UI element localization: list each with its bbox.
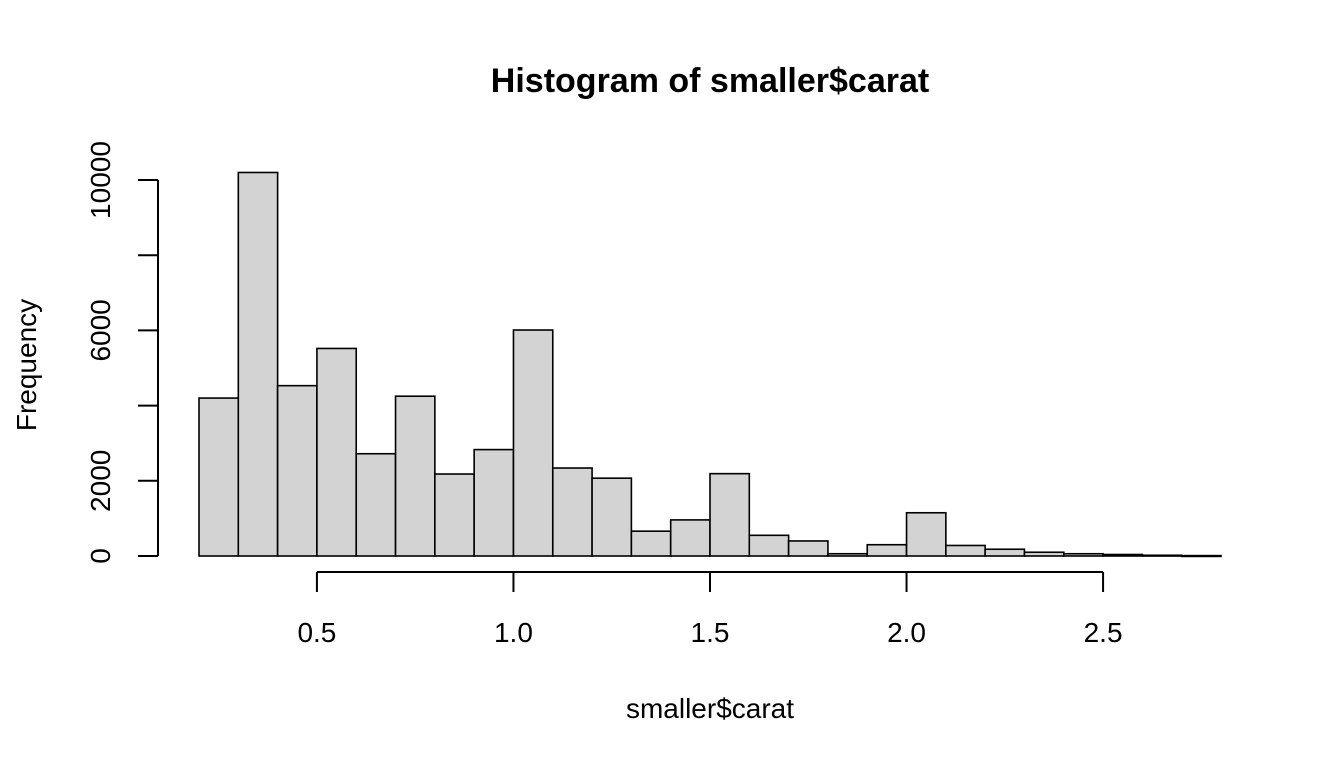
histogram-bar-17 — [866, 543, 908, 557]
histogram-bar-2 — [276, 384, 318, 557]
histogram-bar-15 — [787, 540, 829, 557]
histogram-bar-11 — [630, 530, 672, 557]
x-tick-label-3: 2.0 — [887, 617, 926, 648]
histogram-bar-7 — [473, 448, 515, 557]
histogram-bar-10 — [591, 477, 633, 557]
y-tick-label-1: 2000 — [85, 450, 116, 512]
histogram-bar-1 — [237, 171, 279, 557]
y-axis-label: Frequency — [11, 299, 42, 431]
histogram-bar-19 — [945, 544, 986, 557]
x-tick-label-4: 2.5 — [1084, 617, 1123, 648]
histogram-bar-23 — [1102, 553, 1144, 557]
histogram-bar-22 — [1062, 552, 1104, 557]
y-tick-label-0: 0 — [85, 548, 116, 564]
x-axis-label: smaller$carat — [626, 693, 794, 724]
y-axis: 0 2000 6000 10000 — [85, 141, 159, 564]
histogram-bar-5 — [394, 395, 436, 557]
histogram-bar-13 — [709, 472, 751, 557]
histogram-bar-9 — [551, 467, 593, 557]
histogram-bar-21 — [1023, 551, 1065, 557]
histogram-bar-24 — [1141, 554, 1183, 557]
x-axis: 0.5 1.0 1.5 2.0 2.5 — [297, 571, 1123, 648]
histogram-bar-12 — [669, 519, 711, 557]
histogram-bar-0 — [198, 397, 240, 557]
histogram-bar-25 — [1180, 554, 1222, 558]
histogram-bar-14 — [748, 534, 790, 557]
x-tick-label-1: 1.0 — [494, 617, 533, 648]
y-tick-label-5: 10000 — [85, 141, 116, 219]
chart-title: Histogram of smaller$carat — [491, 62, 929, 100]
histogram-bar-20 — [984, 548, 1026, 557]
histogram-bar-8 — [512, 329, 554, 557]
histogram-bar-6 — [434, 473, 475, 557]
histogram-bars — [198, 171, 1222, 558]
histogram-bar-4 — [355, 452, 397, 557]
x-tick-label-0: 0.5 — [297, 617, 336, 648]
y-tick-label-3: 6000 — [85, 299, 116, 361]
histogram-bar-18 — [905, 511, 947, 557]
histogram-bar-3 — [316, 347, 358, 557]
histogram-bar-16 — [827, 552, 869, 557]
x-tick-label-2: 1.5 — [691, 617, 730, 648]
